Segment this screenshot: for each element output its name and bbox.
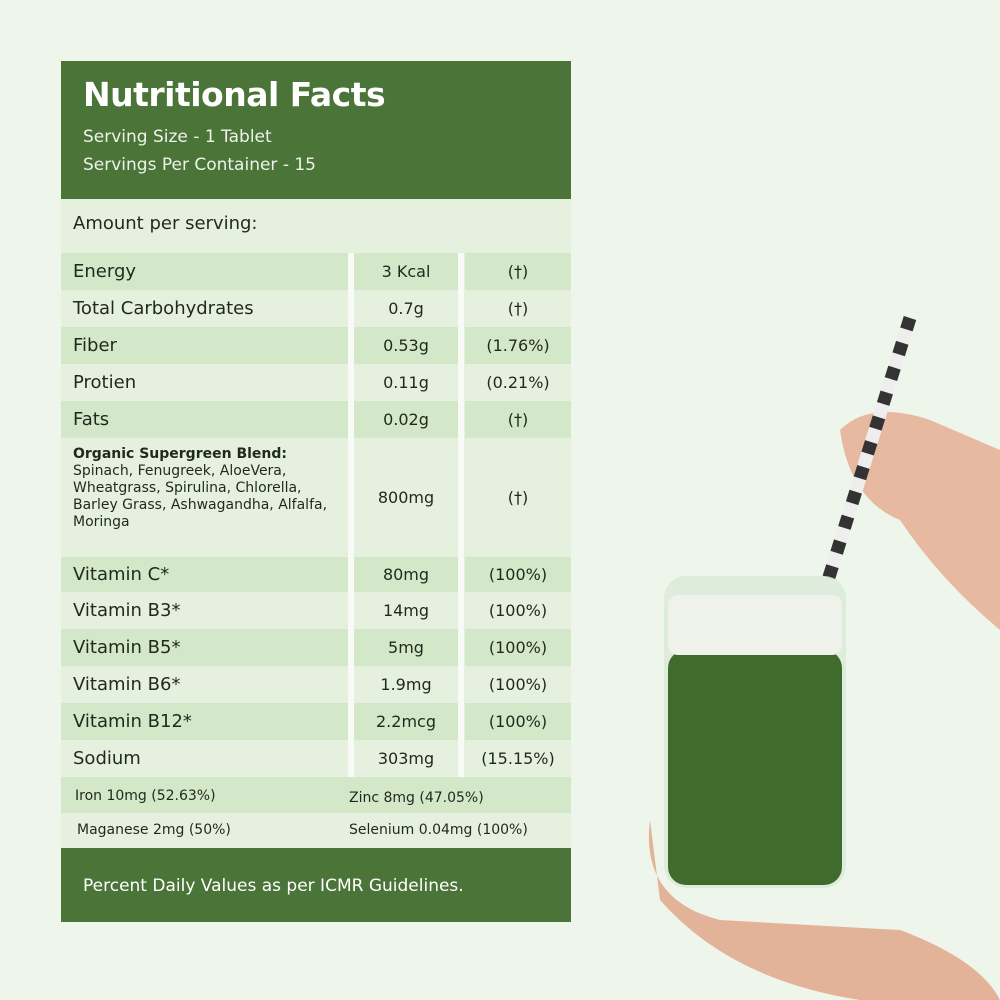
nutrient-row: Vitamin B5* 5mg (100%) xyxy=(61,629,571,666)
nutrient-daily-value: (100%) xyxy=(465,629,571,666)
nutrient-daily-value: (100%) xyxy=(465,592,571,629)
upper-hand xyxy=(840,412,1000,630)
nutrient-daily-value: (†) xyxy=(465,253,571,290)
footer-note: Percent Daily Values as per ICMR Guideli… xyxy=(61,848,571,922)
nutrient-row: Fats 0.02g (†) xyxy=(61,401,571,438)
nutrient-daily-value: (100%) xyxy=(465,666,571,703)
nutrient-amount: 5mg xyxy=(354,629,458,666)
nutrient-name: Energy xyxy=(61,253,348,290)
nutrient-name: Protien xyxy=(61,364,348,401)
nutrient-name: Vitamin B3* xyxy=(61,592,348,629)
nutrient-name: Fiber xyxy=(61,327,348,364)
nutrient-daily-value: (1.76%) xyxy=(465,327,571,364)
nutrient-row: Organic Supergreen Blend: Spinach, Fenugr… xyxy=(61,438,571,557)
nutrient-row: Vitamin B12* 2.2mcg (100%) xyxy=(61,703,571,740)
nutrient-daily-value: (†) xyxy=(465,438,571,557)
nutrient-row: Total Carbohydrates 0.7g (†) xyxy=(61,290,571,327)
nutrition-header: Nutritional Facts Serving Size - 1 Table… xyxy=(61,61,571,199)
nutrition-facts-panel: Nutritional Facts Serving Size - 1 Table… xyxy=(61,61,571,922)
nutrient-amount: 0.11g xyxy=(354,364,458,401)
nutrient-amount: 3 Kcal xyxy=(354,253,458,290)
title: Nutritional Facts xyxy=(83,75,386,114)
nutrient-row: Vitamin B3* 14mg (100%) xyxy=(61,592,571,629)
mineral-manganese: Maganese 2mg (50%) xyxy=(77,822,231,838)
nutrient-daily-value: (100%) xyxy=(465,557,571,592)
nutrient-name: Total Carbohydrates xyxy=(61,290,348,327)
nutrient-amount: 14mg xyxy=(354,592,458,629)
amount-per-serving-label: Amount per serving: xyxy=(73,213,258,234)
nutrient-name: Vitamin C* xyxy=(61,557,348,592)
nutrient-name: Sodium xyxy=(61,740,348,777)
lower-hand xyxy=(648,820,1000,1000)
nutrient-daily-value: (100%) xyxy=(465,703,571,740)
nutrient-name: Vitamin B12* xyxy=(61,703,348,740)
nutrient-row: Energy 3 Kcal (†) xyxy=(61,253,571,290)
nutrient-row: Vitamin C* 80mg (100%) xyxy=(61,557,571,592)
nutrient-name: Vitamin B5* xyxy=(61,629,348,666)
nutrient-row: Fiber 0.53g (1.76%) xyxy=(61,327,571,364)
servings-per-container: Servings Per Container - 15 xyxy=(83,155,316,175)
green-drink-photo xyxy=(648,316,1000,1000)
nutrient-amount: 0.02g xyxy=(354,401,458,438)
nutrient-daily-value: (0.21%) xyxy=(465,364,571,401)
nutrient-row: Protien 0.11g (0.21%) xyxy=(61,364,571,401)
nutrient-amount: 80mg xyxy=(354,557,458,592)
mineral-zinc: Zinc 8mg (47.05%) xyxy=(349,790,484,806)
nutrient-amount: 0.53g xyxy=(354,327,458,364)
nutrient-amount: 1.9mg xyxy=(354,666,458,703)
column-divider xyxy=(348,253,354,777)
nutrient-name: Fats xyxy=(61,401,348,438)
nutrient-name: Vitamin B6* xyxy=(61,666,348,703)
mineral-selenium: Selenium 0.04mg (100%) xyxy=(349,822,528,838)
foam xyxy=(668,595,842,655)
green-drink xyxy=(668,650,842,885)
serving-size: Serving Size - 1 Tablet xyxy=(83,127,272,147)
column-divider xyxy=(458,253,464,777)
nutrient-row: Sodium 303mg (15.15%) xyxy=(61,740,571,777)
mineral-iron: Iron 10mg (52.63%) xyxy=(75,788,216,804)
nutrient-name: Organic Supergreen Blend: Spinach, Fenugr… xyxy=(61,438,348,557)
nutrient-amount: 2.2mcg xyxy=(354,703,458,740)
blend-ingredients: Spinach, Fenugreek, AloeVera, Wheatgrass… xyxy=(73,463,328,530)
nutrient-amount: 303mg xyxy=(354,740,458,777)
nutrient-amount: 800mg xyxy=(354,438,458,557)
nutrient-row: Vitamin B6* 1.9mg (100%) xyxy=(61,666,571,703)
nutrient-daily-value: (†) xyxy=(465,401,571,438)
nutrient-amount: 0.7g xyxy=(354,290,458,327)
nutrient-daily-value: (†) xyxy=(465,290,571,327)
nutrient-daily-value: (15.15%) xyxy=(465,740,571,777)
